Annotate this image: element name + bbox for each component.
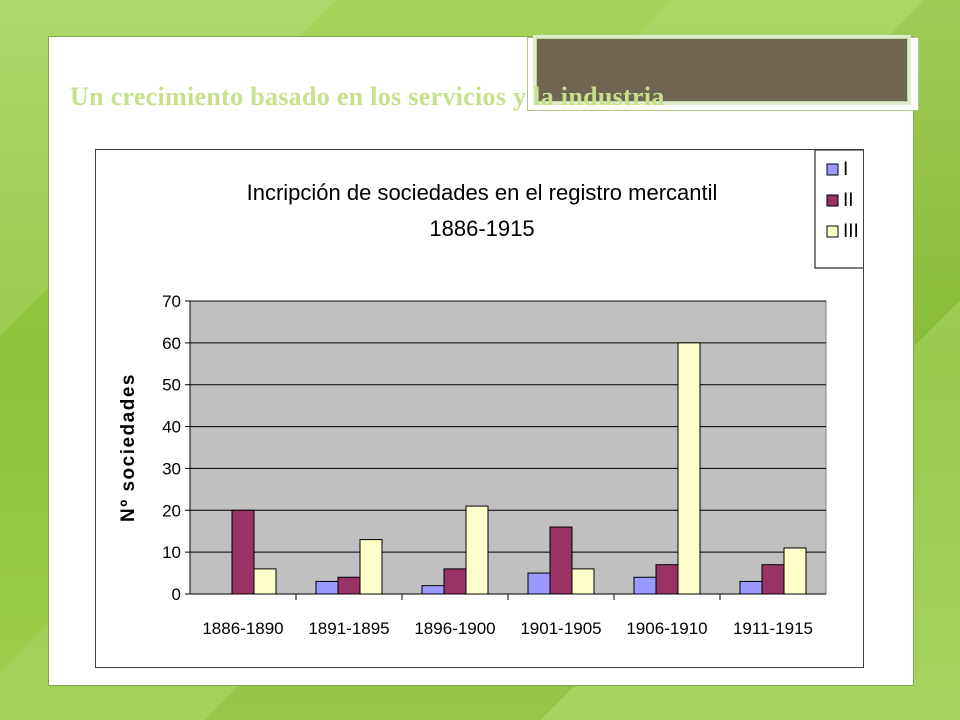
y-tick-label: 50 [162, 376, 181, 395]
y-tick-label: 0 [172, 585, 181, 604]
y-tick-label: 20 [162, 501, 181, 520]
bar-chart: Incripción de sociedades en el registro … [118, 150, 863, 638]
chart-title-line2: 1886-1915 [429, 216, 534, 241]
bar-II-1886-1890 [231, 509, 255, 595]
picture-frame-image [536, 38, 908, 102]
bar-III-1886-1890 [253, 568, 277, 595]
bar-I-1906-1910 [633, 576, 657, 595]
picture-frame [527, 37, 919, 111]
legend-label-II: II [843, 190, 854, 211]
bar-I-1901-1905 [527, 572, 551, 595]
bar-III-1906-1910 [677, 342, 701, 595]
bar-III-1901-1905 [571, 568, 595, 595]
x-tick-label: 1906-1910 [626, 619, 707, 638]
bar-III-1911-1915 [783, 547, 807, 595]
bar-II-1901-1905 [549, 526, 573, 595]
x-tick-label: 1891-1895 [308, 619, 389, 638]
y-tick-label: 40 [162, 418, 181, 437]
legend-swatch-I [826, 163, 839, 176]
legend-label-III: III [843, 221, 859, 242]
legend-box [814, 150, 863, 269]
bar-I-1911-1915 [739, 580, 763, 595]
x-tick-label: 1911-1915 [733, 619, 813, 638]
y-axis-label: Nº sociedades [118, 373, 139, 522]
legend-swatch-II [826, 194, 839, 207]
bar-II-1891-1895 [337, 576, 361, 595]
y-tick-label: 30 [162, 459, 181, 478]
chart-area: Incripción de sociedades en el registro … [95, 149, 864, 668]
x-tick-label: 1896-1900 [414, 619, 495, 638]
bar-II-1896-1900 [443, 568, 467, 595]
x-tick-label: 1886-1890 [202, 619, 283, 638]
y-tick-label: 60 [162, 334, 181, 353]
legend-label-I: I [843, 159, 848, 180]
plot-area [189, 300, 827, 595]
bar-II-1906-1910 [655, 564, 679, 595]
x-tick-label: 1901-1905 [520, 619, 601, 638]
y-tick-label: 10 [162, 543, 181, 562]
bar-III-1891-1895 [359, 539, 383, 595]
legend-swatch-III [826, 225, 839, 238]
bar-II-1911-1915 [761, 564, 785, 595]
chart-title-line1: Incripción de sociedades en el registro … [247, 180, 718, 205]
y-tick-label: 70 [162, 292, 181, 311]
bar-III-1896-1900 [465, 505, 489, 595]
slide-title: Un crecimiento basado en los servicios y… [70, 82, 665, 111]
bar-I-1891-1895 [315, 580, 339, 595]
bar-I-1896-1900 [421, 585, 445, 595]
